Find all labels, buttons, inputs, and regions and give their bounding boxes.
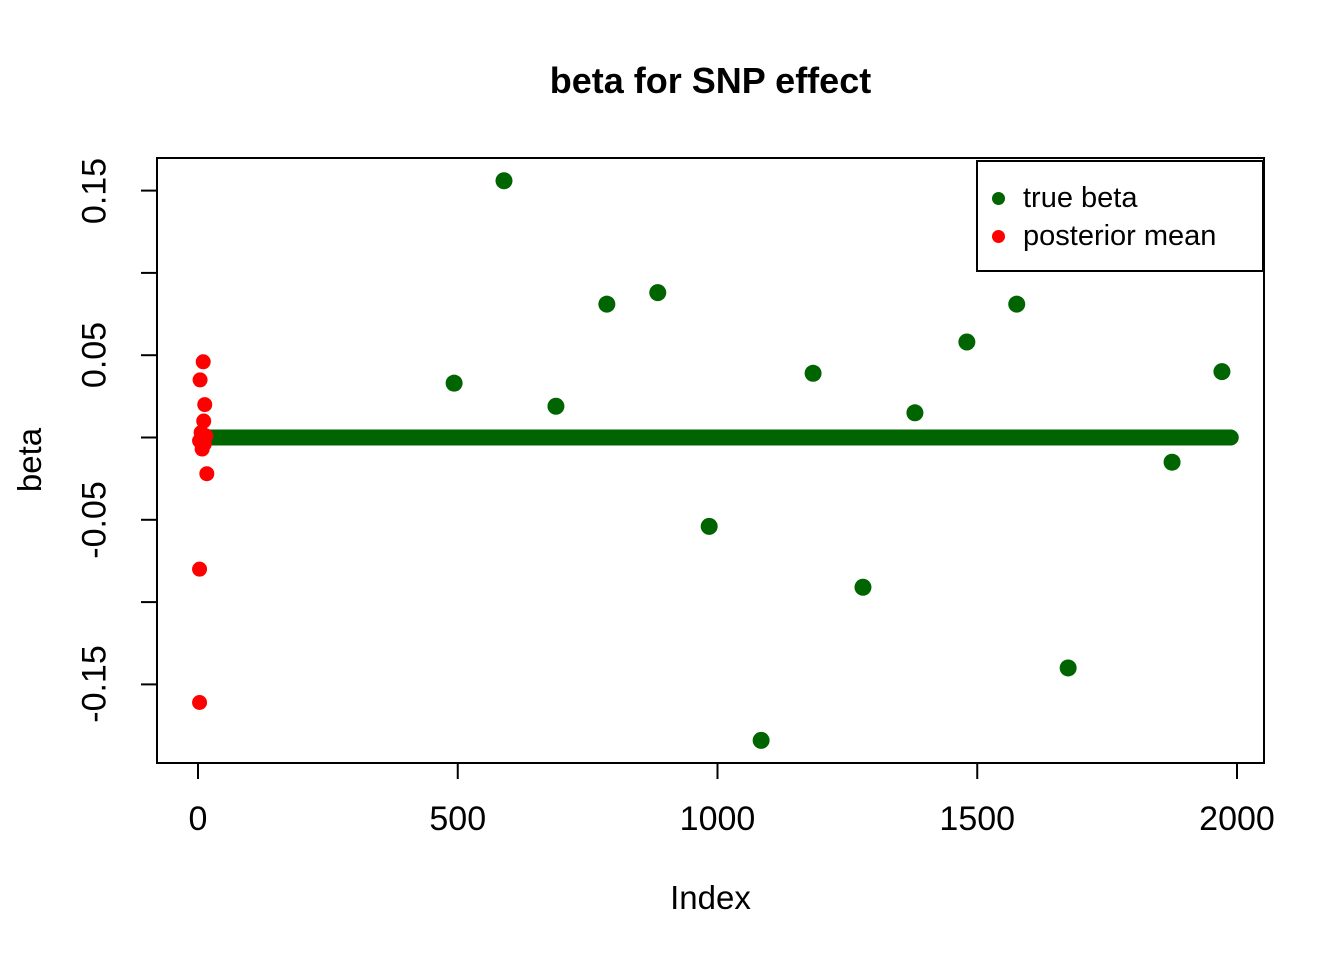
x-tick-label: 1500 xyxy=(939,800,1016,838)
legend-entry-posterior-mean: posterior mean xyxy=(992,217,1262,255)
scatter-point-true-beta xyxy=(598,295,616,313)
scatter-point-true-beta xyxy=(804,364,822,382)
scatter-point-true-beta xyxy=(906,404,924,422)
x-tick-label: 500 xyxy=(429,800,487,838)
x-tick-label: 1000 xyxy=(679,800,756,838)
plot-border xyxy=(156,157,1265,764)
scatter-point-posterior-mean xyxy=(199,466,215,482)
x-axis-title: Index xyxy=(670,879,751,916)
scatter-point-true-beta xyxy=(1213,363,1231,381)
scatter-point-true-beta xyxy=(958,333,976,351)
scatter-point-true-beta xyxy=(495,172,513,190)
scatter-point-posterior-mean xyxy=(194,441,210,457)
y-tick-label: 0.05 xyxy=(75,322,114,389)
scatter-point-true-beta xyxy=(1059,659,1077,677)
y-tick-label: -0.15 xyxy=(75,645,114,724)
scatter-point-true-beta xyxy=(854,578,872,596)
y-tick-label: 0.15 xyxy=(75,157,114,224)
scatter-point-true-beta xyxy=(649,284,667,302)
scatter-point-true-beta xyxy=(1008,295,1026,313)
scatter-point-posterior-mean xyxy=(195,354,211,370)
legend-entry-true-beta: true beta xyxy=(992,179,1262,217)
scatter-point-posterior-mean xyxy=(192,372,208,388)
scatter-point-true-beta xyxy=(547,397,565,415)
legend-label-true-beta: true beta xyxy=(1023,181,1138,214)
scatter-point-true-beta xyxy=(445,374,463,392)
scatter-point-true-beta xyxy=(700,517,718,535)
y-tick-label: -0.05 xyxy=(75,481,114,559)
legend-label-posterior-mean: posterior mean xyxy=(1023,219,1217,252)
legend-marker-posterior-mean-icon xyxy=(992,229,1005,243)
chart-title: beta for SNP effect xyxy=(549,60,872,101)
scatter-point-posterior-mean xyxy=(196,413,212,429)
scatter-point-posterior-mean xyxy=(197,397,213,413)
scatter-point-posterior-mean xyxy=(192,561,208,577)
legend-marker-true-beta-icon xyxy=(992,191,1005,205)
x-tick-label: 0 xyxy=(188,800,208,838)
legend: true beta posterior mean xyxy=(976,160,1264,272)
x-tick-label: 2000 xyxy=(1199,800,1275,838)
y-axis-title: beta xyxy=(11,427,48,493)
scatter-point-true-beta xyxy=(752,731,770,749)
scatter-point-posterior-mean xyxy=(192,695,208,711)
scatter-point-true-beta xyxy=(1163,453,1181,471)
